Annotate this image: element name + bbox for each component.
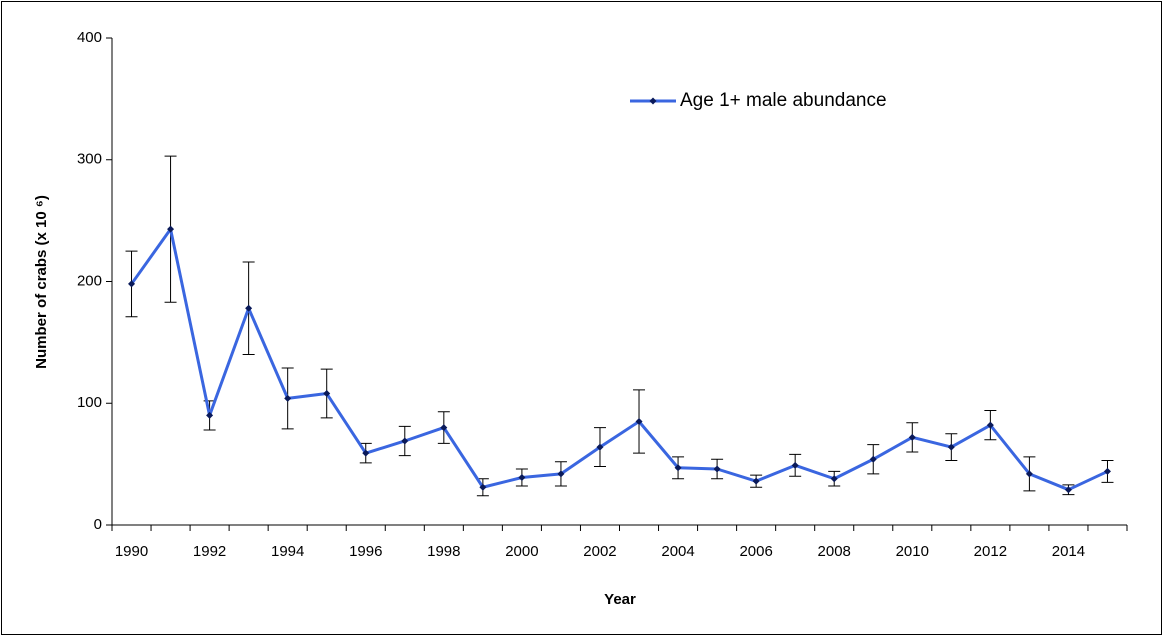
marker — [323, 390, 331, 398]
marker — [752, 477, 760, 485]
x-tick-label: 2014 — [1052, 543, 1085, 560]
marker — [167, 225, 175, 233]
marker — [557, 470, 565, 478]
y-tick-label: 400 — [77, 29, 102, 46]
x-tick-label: 2004 — [661, 543, 694, 560]
marker — [440, 424, 448, 432]
x-tick-label: 2008 — [818, 543, 851, 560]
marker — [479, 483, 487, 491]
x-tick-label: 2000 — [505, 543, 538, 560]
marker — [908, 433, 916, 441]
x-tick-label: 1998 — [427, 543, 460, 560]
marker — [284, 394, 292, 402]
marker — [830, 475, 838, 483]
marker — [596, 443, 604, 451]
y-tick-label: 300 — [77, 151, 102, 168]
x-tick-label: 2006 — [739, 543, 772, 560]
marker — [362, 449, 370, 457]
y-tick-label: 200 — [77, 272, 102, 289]
x-tick-label: 1990 — [115, 543, 148, 560]
marker — [713, 465, 721, 473]
marker — [128, 280, 136, 288]
marker — [206, 411, 214, 419]
x-axis-title: Year — [604, 591, 636, 608]
marker — [635, 418, 643, 426]
y-axis-title: Number of crabs (x 10 ⁶) — [33, 195, 50, 369]
y-tick-label: 100 — [77, 394, 102, 411]
marker — [791, 461, 799, 469]
marker — [245, 304, 253, 312]
marker — [674, 464, 682, 472]
line — [130, 227, 1109, 492]
marker — [518, 474, 526, 482]
marker — [401, 437, 409, 445]
marker — [1103, 467, 1111, 475]
marker — [986, 421, 994, 429]
x-tick-label: 1994 — [271, 543, 304, 560]
y-tick-label: 0 — [94, 516, 102, 533]
marker — [869, 455, 877, 463]
x-tick-label: 2012 — [974, 543, 1007, 560]
marker — [1064, 486, 1072, 494]
legend-marker — [649, 97, 657, 105]
marker — [1025, 470, 1033, 478]
x-tick-label: 2010 — [896, 543, 929, 560]
x-tick-label: 2002 — [583, 543, 616, 560]
marker — [947, 443, 955, 451]
x-tick-label: 1996 — [349, 543, 382, 560]
legend-label: Age 1+ male abundance — [680, 90, 887, 111]
x-tick-label: 1992 — [193, 543, 226, 560]
